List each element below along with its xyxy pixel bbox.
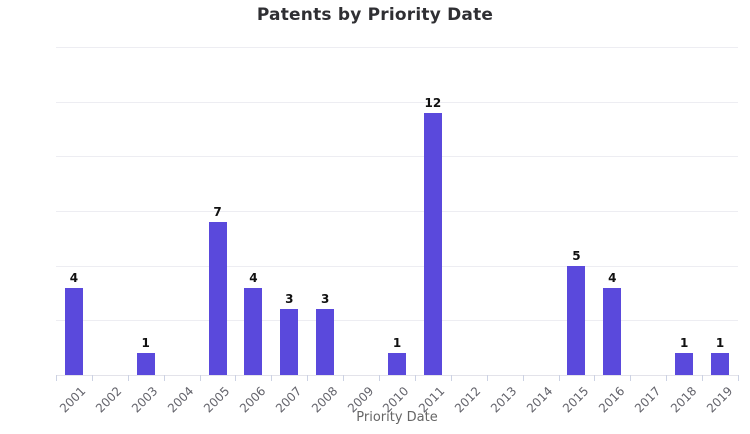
gridline: [56, 101, 738, 103]
x-axis-tick: [307, 375, 309, 381]
bar-value-label: 1: [141, 336, 150, 351]
bar-value-label: 4: [608, 270, 617, 285]
bar-value-label: 7: [213, 204, 222, 219]
x-axis-tick: [343, 375, 345, 381]
gridline: [56, 156, 738, 158]
x-axis-tick: [666, 375, 668, 381]
x-axis-tick: [522, 375, 524, 381]
x-axis-tick: [558, 375, 560, 381]
chart-title: Patents by Priority Date: [256, 5, 494, 25]
x-axis-title: Priority Date: [356, 410, 438, 425]
gridline: [56, 47, 738, 48]
x-axis-tick: [702, 375, 704, 381]
bar-value-label: 12: [424, 95, 442, 110]
x-axis-tick: [738, 375, 739, 381]
gridline: [56, 265, 738, 267]
bar-value-label: 4: [69, 270, 79, 285]
x-axis-tick: [199, 375, 201, 381]
bar-value-label: 5: [572, 248, 581, 263]
bar-2015[interactable]: [567, 265, 586, 375]
bar-2006[interactable]: [244, 287, 263, 375]
x-axis-tick: [450, 375, 452, 381]
bar-value-label: 1: [679, 336, 689, 351]
x-axis-line: [56, 375, 738, 376]
bar-value-label: 1: [392, 336, 402, 351]
bar-value-label: 4: [249, 270, 258, 285]
x-axis-tick: [163, 375, 165, 381]
bar-2001[interactable]: [64, 287, 83, 375]
x-axis-tick: [91, 375, 93, 381]
gridline: [56, 320, 738, 322]
bar-2011[interactable]: [423, 112, 442, 375]
bar-2019[interactable]: [711, 353, 730, 375]
bar-2018[interactable]: [675, 353, 694, 375]
bar-value-label: 3: [321, 292, 330, 307]
bar-2003[interactable]: [136, 353, 155, 375]
x-axis-tick: [235, 375, 237, 381]
x-axis-tick: [414, 375, 416, 381]
x-axis-tick: [127, 375, 129, 381]
bar-2005[interactable]: [208, 221, 227, 375]
bar-2016[interactable]: [603, 287, 622, 375]
bar-2007[interactable]: [280, 309, 299, 375]
x-axis-tick: [271, 375, 273, 381]
x-axis-tick: [486, 375, 488, 381]
x-axis-tick: [630, 375, 632, 381]
gridline: [56, 211, 738, 212]
x-axis-tick: [379, 375, 381, 381]
x-axis-tick: [594, 375, 596, 381]
bar-2010[interactable]: [388, 353, 406, 375]
bar-value-label: 1: [715, 336, 725, 351]
x-axis-tick: [56, 375, 57, 381]
bar-value-label: 3: [285, 292, 294, 307]
bar-2008[interactable]: [316, 309, 335, 375]
plot-area: [56, 47, 738, 375]
